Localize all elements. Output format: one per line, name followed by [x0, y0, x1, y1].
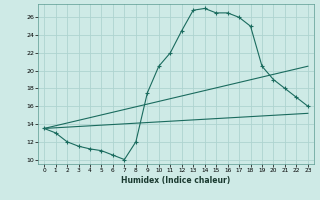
X-axis label: Humidex (Indice chaleur): Humidex (Indice chaleur) [121, 176, 231, 185]
